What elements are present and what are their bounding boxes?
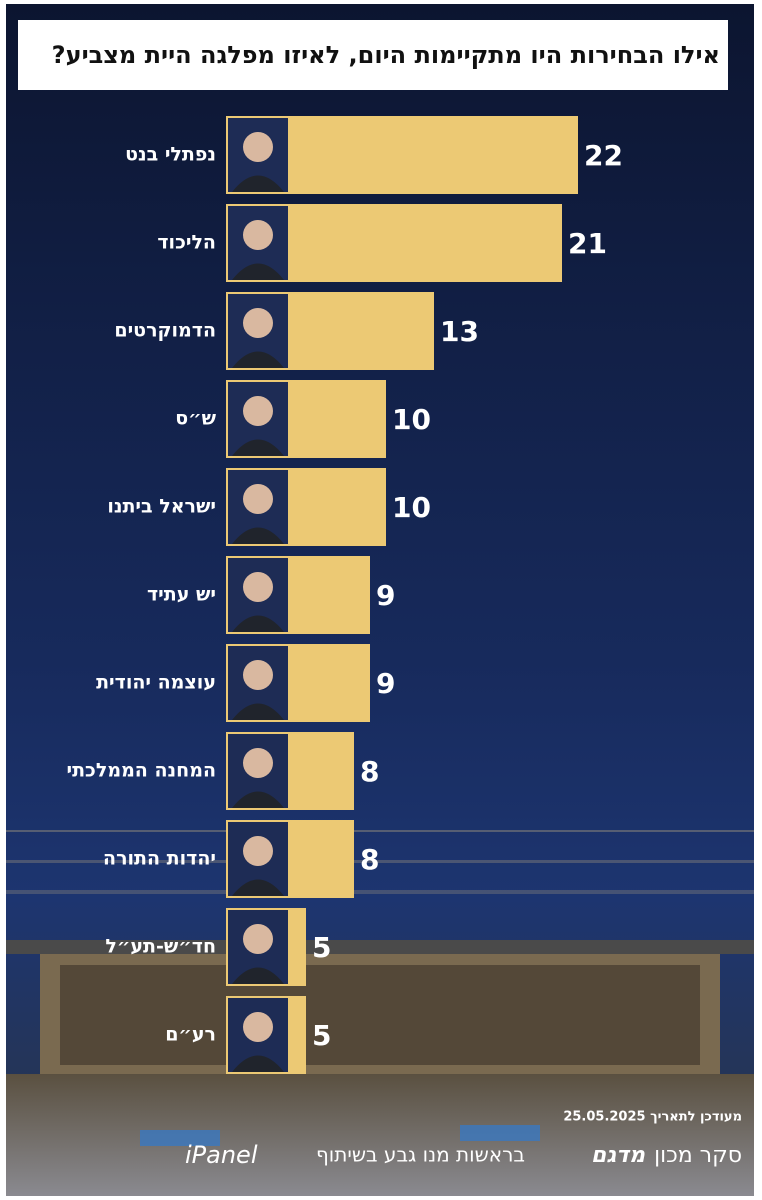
portrait: [228, 206, 288, 280]
category-label: המחנה הממלכתי: [66, 760, 216, 782]
portrait-body: [232, 175, 284, 192]
value-label: 21: [568, 227, 607, 260]
value-label: 8: [360, 755, 379, 788]
value-label: 5: [312, 931, 331, 964]
value-label: 9: [376, 579, 395, 612]
value-label: 9: [376, 667, 395, 700]
category-label: רע״ם: [165, 1024, 216, 1046]
portrait-head: [243, 396, 273, 426]
value-label: 10: [392, 491, 431, 524]
portrait-head: [243, 660, 273, 690]
portrait-head: [243, 308, 273, 338]
portrait: [228, 998, 288, 1072]
value-label: 8: [360, 843, 379, 876]
portrait-body: [232, 1055, 284, 1072]
portrait-body: [232, 791, 284, 808]
knesset-building: [6, 940, 754, 1196]
category-label: חד״ש-תע״ל: [105, 936, 216, 958]
chart-title: אילו הבחירות היו מתקיימות היום, לאיזו מפ…: [52, 41, 720, 69]
category-label: יהדות התורה: [103, 848, 216, 870]
updated-date: מעודכן לתאריך 25.05.2025: [563, 1110, 742, 1125]
portrait-body: [232, 351, 284, 368]
category-label: ישראל ביתנו: [107, 496, 216, 518]
portrait-head: [243, 748, 273, 778]
portrait-body: [232, 703, 284, 720]
portrait-head: [243, 572, 273, 602]
portrait-head: [243, 836, 273, 866]
institute-logo: מדגם: [591, 1143, 646, 1168]
portrait-body: [232, 967, 284, 984]
portrait: [228, 646, 288, 720]
portrait-head: [243, 924, 273, 954]
portrait-head: [243, 1012, 273, 1042]
value-label: 13: [440, 315, 479, 348]
category-label: הדמוקרטים: [114, 320, 216, 342]
value-label: 5: [312, 1019, 331, 1052]
category-label: עוצמה יהודית: [96, 672, 216, 694]
credit-suffix: בראשות מנו גבע בשיתוף: [316, 1143, 525, 1167]
portrait-body: [232, 615, 284, 632]
title-box: [18, 20, 728, 90]
value-label: 22: [584, 139, 623, 172]
category-label: הליכוד: [157, 232, 216, 254]
portrait: [228, 294, 288, 368]
category-label: יש עתיד: [147, 584, 216, 606]
portrait: [228, 470, 288, 544]
portrait-body: [232, 879, 284, 896]
portrait-body: [232, 439, 284, 456]
partner-logo: iPanel: [185, 1141, 258, 1169]
portrait: [228, 118, 288, 192]
portrait: [228, 910, 288, 984]
portrait-head: [243, 132, 273, 162]
portrait: [228, 558, 288, 632]
portrait-body: [232, 527, 284, 544]
city-lights: [6, 830, 754, 894]
portrait-body: [232, 263, 284, 280]
category-label: נפתלי בנט: [125, 144, 216, 166]
credit-prefix: סקר מכון: [654, 1143, 742, 1168]
portrait-head: [243, 220, 273, 250]
category-label: ש״ס: [175, 408, 216, 430]
value-label: 10: [392, 403, 431, 436]
portrait: [228, 382, 288, 456]
portrait: [228, 822, 288, 896]
portrait: [228, 734, 288, 808]
portrait-head: [243, 484, 273, 514]
